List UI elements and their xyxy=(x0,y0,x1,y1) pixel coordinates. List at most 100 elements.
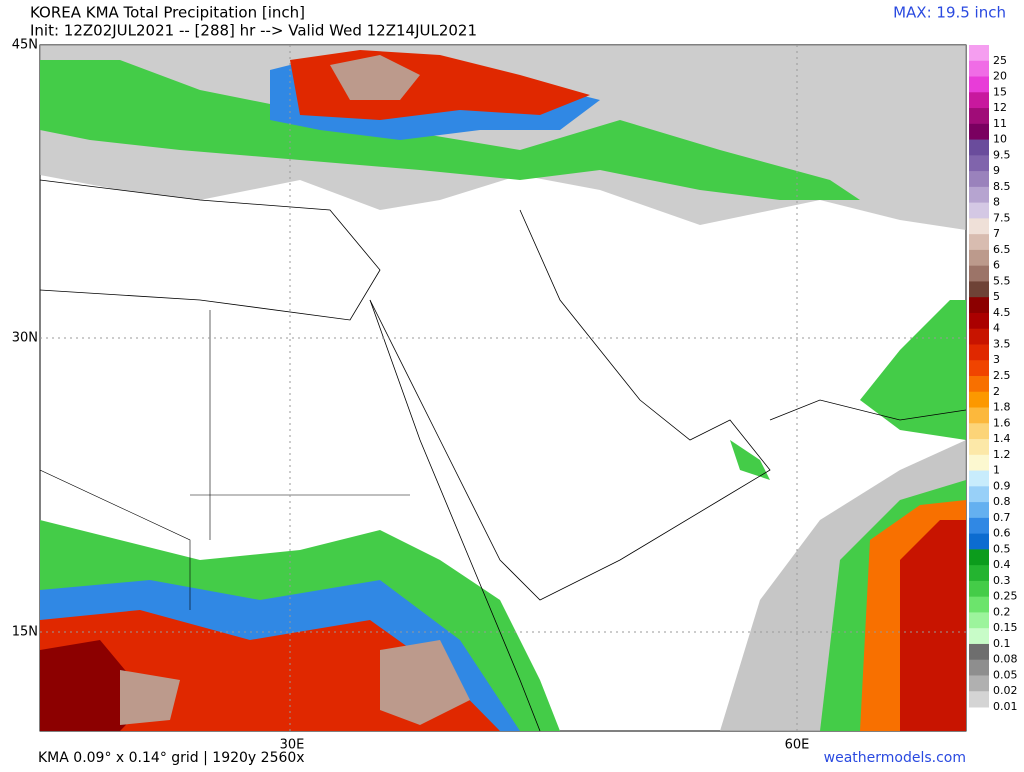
colorbar-label: 25 xyxy=(993,54,1007,67)
colorbar-cell xyxy=(969,470,989,487)
colorbar-label: 0.9 xyxy=(993,479,1011,492)
colorbar-cell xyxy=(969,76,989,93)
colorbar-cell xyxy=(969,297,989,314)
colorbar-label: 3.5 xyxy=(993,337,1011,350)
colorbar-label: 7 xyxy=(993,227,1000,240)
colorbar-cell xyxy=(969,549,989,566)
colorbar-label: 10 xyxy=(993,133,1007,146)
colorbar-cell xyxy=(969,155,989,172)
colorbar-label: 0.4 xyxy=(993,558,1011,571)
graticule xyxy=(40,45,966,731)
lat-label: 30N xyxy=(12,331,38,346)
colorbar-label: 0.05 xyxy=(993,668,1018,681)
colorbar-cell xyxy=(969,691,989,708)
colorbar-label: 3 xyxy=(993,353,1000,366)
precip-area xyxy=(40,60,860,200)
colorbar-label: 9 xyxy=(993,164,1000,177)
colorbar-label: 12 xyxy=(993,101,1007,114)
colorbar-cell xyxy=(969,60,989,78)
colorbar-cell xyxy=(969,517,989,535)
lat-label: 45N xyxy=(12,38,38,53)
colorbar-cell xyxy=(969,502,989,519)
colorbar-cell xyxy=(969,675,989,692)
colorbar-label: 1.6 xyxy=(993,416,1011,429)
colorbar-label: 0.2 xyxy=(993,605,1011,618)
colorbar-cell xyxy=(969,376,989,393)
coastline xyxy=(369,299,541,731)
colorbar-label: 2 xyxy=(993,385,1000,398)
colorbar-cell xyxy=(969,171,989,188)
colorbar-label: 1.4 xyxy=(993,432,1011,445)
colorbar-cell xyxy=(969,423,989,440)
precip-area xyxy=(900,520,966,731)
footer-grid: KMA 0.09° x 0.14° grid | 1920y 2560x xyxy=(38,750,305,766)
colorbar-cell xyxy=(969,92,989,109)
colorbar-label: 5.5 xyxy=(993,274,1011,287)
footer-site: weathermodels.com xyxy=(824,750,966,766)
colorbar-label: 5 xyxy=(993,290,1000,303)
colorbar-cell xyxy=(969,439,989,456)
precip-area xyxy=(330,55,420,100)
colorbar-label: 0.8 xyxy=(993,495,1011,508)
colorbar-label: 0.7 xyxy=(993,511,1011,524)
coastline xyxy=(40,179,381,321)
colorbar-cell xyxy=(969,328,989,345)
colorbar-cell xyxy=(969,202,989,219)
lat-label: 15N xyxy=(12,625,38,640)
colorbar-label: 1.8 xyxy=(993,401,1011,414)
colorbar-cell xyxy=(969,391,989,409)
colorbar-cell xyxy=(969,628,989,645)
max-label: MAX: 19.5 inch xyxy=(893,4,1006,22)
lon-label: 60E xyxy=(785,738,810,753)
colorbar-label: 6 xyxy=(993,259,1000,272)
colorbar-cell xyxy=(969,580,989,598)
colorbar-label: 4.5 xyxy=(993,306,1011,319)
colorbar-label: 0.08 xyxy=(993,653,1018,666)
colorbar-cell xyxy=(969,659,989,676)
title: KOREA KMA Total Precipitation [inch] xyxy=(30,4,305,22)
colorbar-label: 0.5 xyxy=(993,542,1011,555)
colorbar-label: 0.15 xyxy=(993,621,1018,634)
border xyxy=(40,310,410,610)
colorbar-label: 8 xyxy=(993,196,1000,209)
precip-area xyxy=(380,640,470,725)
colorbar-cell xyxy=(969,360,989,377)
colorbar-cell xyxy=(969,218,989,235)
colorbar-label: 7.5 xyxy=(993,211,1011,224)
colorbar-label: 0.02 xyxy=(993,684,1018,697)
colorbar-label: 2.5 xyxy=(993,369,1011,382)
colorbar-label: 1.2 xyxy=(993,448,1011,461)
colorbar-label: 0.3 xyxy=(993,574,1011,587)
colorbar-cell xyxy=(969,265,989,282)
colorbar-cell xyxy=(969,407,989,424)
colorbar-cell xyxy=(969,281,989,298)
colorbar-label: 6.5 xyxy=(993,243,1011,256)
colorbar-cell xyxy=(969,533,989,550)
colorbar-cell xyxy=(969,565,989,582)
colorbar-label: 15 xyxy=(993,85,1007,98)
colorbar-cell xyxy=(969,454,989,472)
colorbar-label: 1 xyxy=(993,464,1000,477)
precip-area xyxy=(730,440,770,480)
colorbar-label: 0.6 xyxy=(993,527,1011,540)
colorbar-label: 0.25 xyxy=(993,590,1018,603)
colorbar-cell xyxy=(969,596,989,613)
colorbar: 2520151211109.598.587.576.565.554.543.53… xyxy=(969,45,1018,713)
colorbar-cell xyxy=(969,108,989,125)
colorbar-label: 8.5 xyxy=(993,180,1011,193)
colorbar-label: 0.01 xyxy=(993,700,1018,713)
colorbar-cell xyxy=(969,643,989,661)
lon-label: 30E xyxy=(280,738,305,753)
colorbar-label: 20 xyxy=(993,70,1007,83)
colorbar-cell xyxy=(969,612,989,629)
colorbar-cell xyxy=(969,234,989,251)
colorbar-cell xyxy=(969,249,989,267)
coastline xyxy=(369,209,771,601)
colorbar-label: 4 xyxy=(993,322,1000,335)
colorbar-cell xyxy=(969,139,989,156)
colorbar-cell xyxy=(969,344,989,361)
colorbar-label: 0.1 xyxy=(993,637,1011,650)
colorbar-cell xyxy=(969,123,989,141)
